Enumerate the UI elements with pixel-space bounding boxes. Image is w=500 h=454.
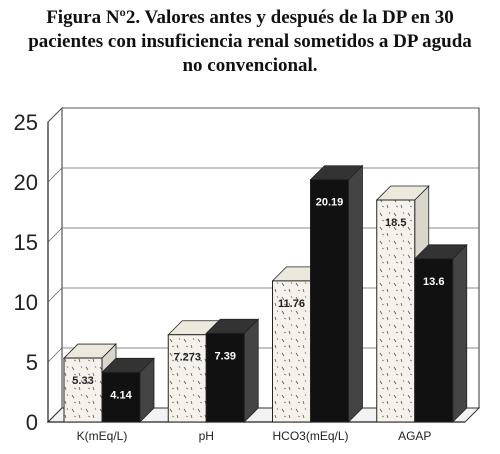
chart-title: Figura Nº2. Valores antes y después de l… (0, 6, 500, 78)
y-tick-label: 0 (26, 410, 38, 435)
bar (205, 332, 245, 423)
data-label: 5.33 (72, 375, 93, 387)
bar (63, 357, 103, 423)
data-label: 4.14 (110, 389, 132, 401)
x-tick-label: HCO3(mEq/L) (272, 429, 348, 443)
bar (376, 199, 416, 423)
bar-side (348, 164, 363, 423)
y-tick-label: 5 (26, 350, 38, 375)
x-tick-label: K(mEq/L) (77, 429, 128, 443)
bar-side (452, 243, 468, 423)
gridline (47, 107, 479, 123)
x-tick-label: AGAP (398, 429, 431, 443)
y-tick-label: 10 (14, 290, 38, 315)
title-line-1: Figura Nº2. Valores antes y después de l… (46, 7, 454, 28)
data-label: 20.19 (316, 197, 344, 209)
data-label: 11.76 (278, 298, 305, 310)
y-tick-label: 15 (14, 230, 38, 255)
side-wall (47, 106, 63, 424)
data-label: 13.6 (423, 276, 444, 288)
y-tick-label: 20 (14, 170, 38, 195)
bar (272, 280, 311, 423)
title-line-3: no convencional. (182, 55, 318, 76)
data-label: 7.39 (215, 350, 236, 362)
bar (101, 371, 141, 423)
title-line-2: pacientes con insuficiencia renal someti… (28, 31, 472, 52)
bar (310, 179, 349, 423)
bar (167, 334, 207, 423)
data-label: 18.5 (385, 217, 406, 229)
bar-side (243, 318, 259, 423)
bar (414, 258, 454, 423)
x-tick-label: pH (199, 429, 214, 443)
data-label: 7.273 (173, 352, 201, 364)
y-tick-label: 25 (14, 110, 38, 135)
